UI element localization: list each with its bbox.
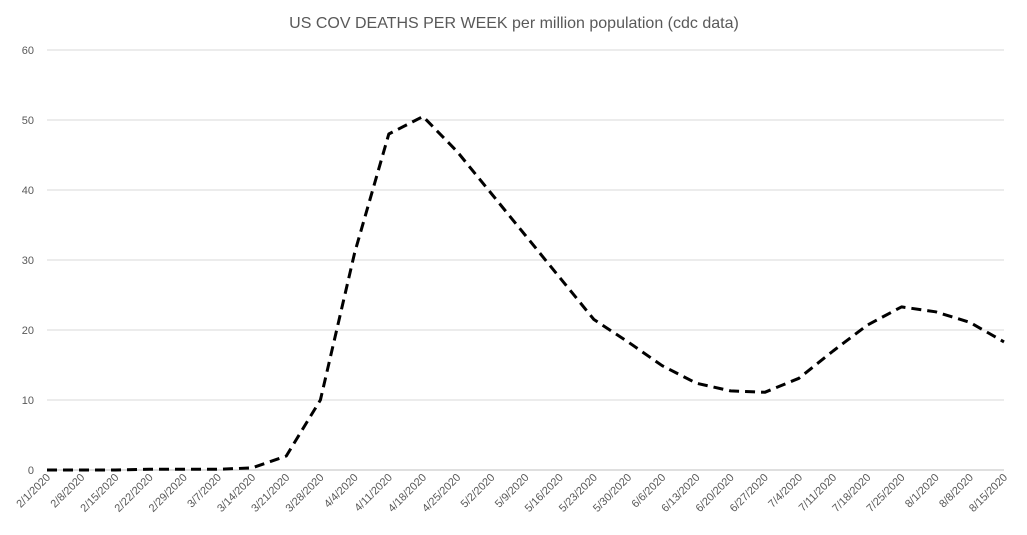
y-tick-label: 50 (22, 115, 34, 127)
x-tick-label: 8/1/2020 (903, 472, 942, 511)
y-tick-label: 60 (22, 45, 34, 57)
y-tick-label: 40 (22, 185, 34, 197)
series-line (47, 115, 1005, 472)
chart-title: US COV DEATHS PER WEEK per million popul… (289, 15, 739, 32)
y-tick-label: 30 (22, 255, 34, 267)
y-tick-label: 10 (22, 395, 34, 407)
y-tick-label: 20 (22, 325, 34, 337)
x-tick-label: 2/1/2020 (14, 472, 53, 511)
x-tick-label: 5/2/2020 (459, 472, 498, 511)
y-tick-label: 0 (28, 465, 34, 477)
